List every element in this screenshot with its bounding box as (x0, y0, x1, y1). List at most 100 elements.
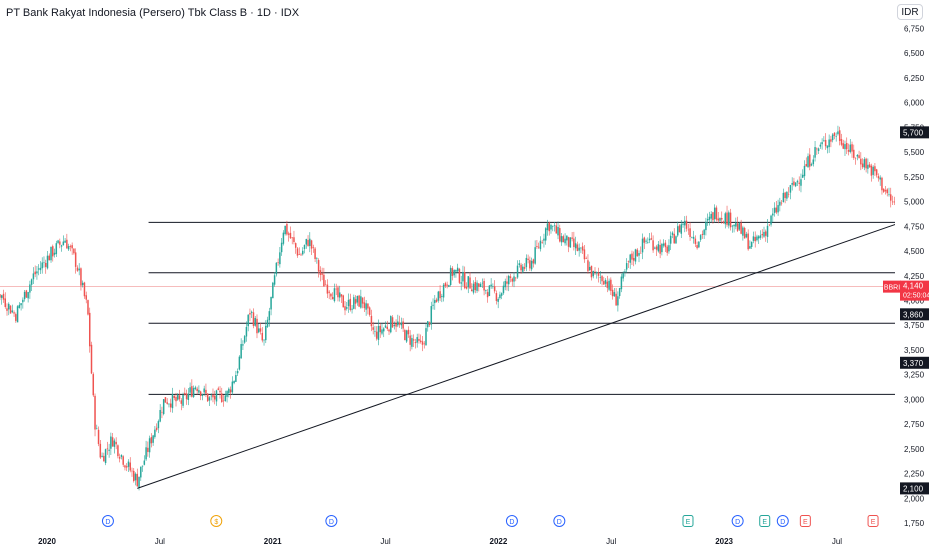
candle-body (826, 145, 829, 149)
candle-body (428, 322, 431, 326)
candle-body (522, 266, 524, 272)
candle-body (287, 233, 290, 235)
candle-body (117, 445, 119, 457)
candle-body (256, 318, 258, 334)
candle-body (300, 254, 302, 256)
candle-body (597, 272, 600, 276)
candle-body (492, 286, 494, 287)
candle-body (562, 236, 565, 243)
candle-body (367, 303, 369, 309)
candle-body (245, 326, 248, 337)
x-tick-label: Jul (155, 537, 165, 546)
candle-body (472, 283, 475, 293)
candle-body (782, 192, 785, 203)
candle-body (467, 276, 469, 288)
candle-body (446, 284, 448, 286)
candle-body (712, 212, 714, 221)
candle-body (652, 240, 654, 251)
candle-body (235, 375, 237, 382)
candle-body (439, 291, 441, 299)
candle-body (471, 289, 473, 292)
candle-body (543, 238, 545, 241)
candle-body (374, 331, 376, 332)
candle-body (444, 283, 447, 287)
candle-body (296, 248, 299, 256)
candle-body (205, 389, 207, 394)
candle-body (199, 391, 202, 397)
candle-body (650, 238, 653, 240)
candle-body (316, 258, 318, 259)
candle-body (382, 328, 385, 332)
candle-body (807, 156, 809, 168)
event-label: E (803, 519, 808, 526)
candle-body (810, 164, 813, 166)
candle-body (85, 295, 87, 300)
candle-body (761, 233, 763, 236)
candle-body (553, 225, 556, 226)
candle-body (569, 237, 572, 248)
candle-body (856, 154, 859, 157)
candle-body (713, 207, 716, 220)
candle-body (34, 271, 36, 275)
candle-body (368, 307, 371, 315)
candle-body (340, 294, 343, 297)
candle-body (319, 270, 322, 275)
candle-body (624, 271, 626, 272)
candle-body (504, 281, 506, 288)
candle-body (265, 325, 267, 341)
candle-body (252, 312, 255, 326)
candle-body (460, 282, 462, 284)
candle-body (863, 159, 866, 168)
candle-body (673, 233, 675, 244)
candle-body (463, 272, 466, 288)
candle-body (60, 245, 63, 247)
candle-body (152, 435, 154, 443)
candle-body (312, 247, 315, 248)
candle-body (115, 441, 117, 445)
candle-body (138, 476, 140, 488)
candle-body (532, 259, 535, 264)
candle-body (622, 273, 624, 279)
candle-body (416, 337, 418, 343)
candle-body (701, 233, 704, 235)
candle-body (603, 281, 605, 285)
last-price-tag (900, 280, 929, 301)
candle-body (817, 148, 820, 151)
candle-body (143, 460, 146, 465)
candle-body (742, 227, 744, 236)
candle-body (448, 285, 450, 287)
candle-body (39, 267, 42, 271)
candle-body (361, 297, 364, 304)
candle-body (104, 449, 107, 464)
candle-body (43, 262, 45, 264)
candle-body (710, 213, 712, 219)
candle-body (625, 263, 628, 270)
candle-body (499, 294, 501, 299)
candle-body (638, 253, 640, 256)
candle-body (198, 390, 200, 393)
candle-body (581, 246, 584, 251)
candle-body (502, 285, 505, 294)
candle-body (752, 236, 755, 241)
candle-body (136, 473, 139, 487)
candle-body (250, 311, 253, 313)
candle-body (194, 387, 197, 390)
last-price-value: 4,140 (903, 282, 924, 291)
candle-body (400, 322, 403, 326)
event-label: D (105, 519, 110, 526)
candle-body (127, 461, 130, 467)
candle-body (576, 244, 579, 251)
candle-body (249, 313, 251, 315)
candle-body (134, 473, 137, 481)
candle-body (242, 344, 244, 346)
countdown-label: 02:50:04 (903, 293, 930, 300)
currency-button[interactable]: IDR (897, 4, 923, 20)
candle-body (328, 291, 330, 293)
event-marker (731, 515, 744, 527)
candle-body (845, 142, 848, 150)
candle-body (481, 282, 484, 284)
candle-body (659, 244, 661, 254)
price-tag-label: 3,860 (903, 310, 924, 319)
x-tick-label: Jul (606, 537, 616, 546)
